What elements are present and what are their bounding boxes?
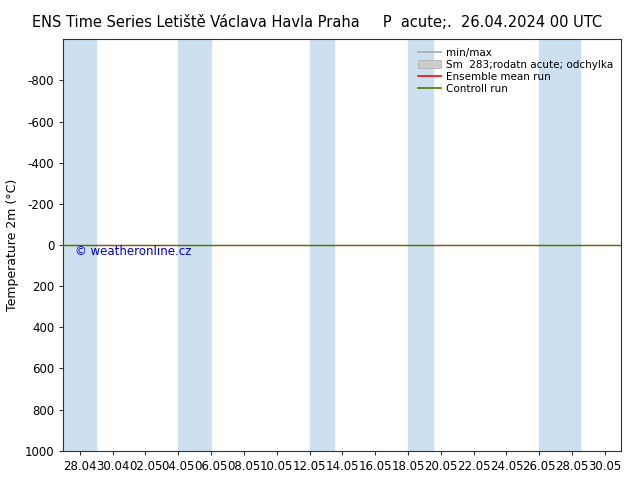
Legend: min/max, Sm  283;rodatn acute; odchylka, Ensemble mean run, Controll run: min/max, Sm 283;rodatn acute; odchylka, …: [415, 45, 616, 97]
Bar: [178, 39, 211, 451]
Bar: [408, 39, 432, 451]
Text: ENS Time Series Letiště Václava Havla Praha     P  acute;.  26.04.2024 00 UTC: ENS Time Series Letiště Václava Havla Pr…: [32, 15, 602, 30]
Bar: [309, 39, 334, 451]
Bar: [63, 39, 96, 451]
Y-axis label: Temperature 2m (°C): Temperature 2m (°C): [6, 179, 19, 311]
Bar: [540, 39, 580, 451]
Text: © weatheronline.cz: © weatheronline.cz: [75, 245, 191, 258]
